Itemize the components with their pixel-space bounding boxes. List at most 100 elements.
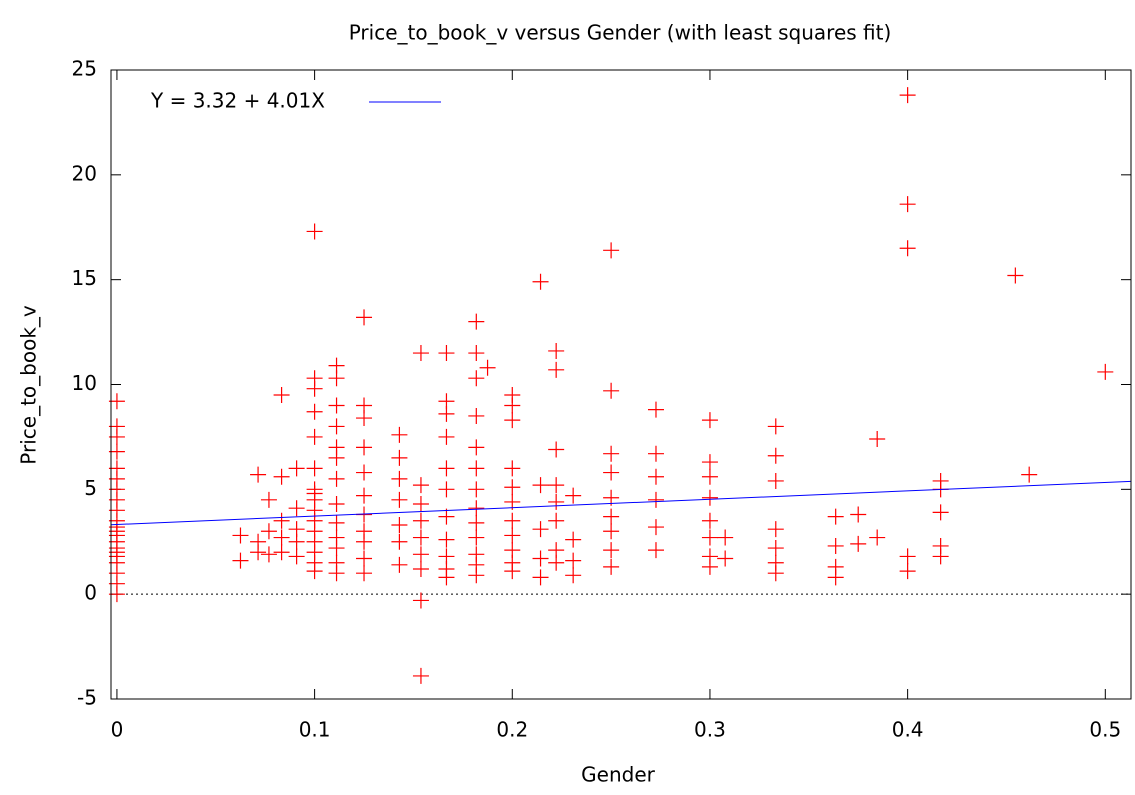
point — [273, 468, 290, 485]
point — [1021, 466, 1038, 483]
point — [603, 523, 620, 540]
point — [328, 514, 345, 531]
point — [869, 529, 886, 546]
point — [899, 240, 916, 257]
point — [603, 445, 620, 462]
point — [328, 540, 345, 557]
point — [565, 567, 582, 584]
point — [273, 386, 290, 403]
point — [899, 563, 916, 580]
plot-frame — [110, 69, 1132, 700]
point — [1097, 363, 1114, 380]
point — [328, 496, 345, 513]
point — [356, 533, 373, 550]
point — [767, 472, 784, 489]
point — [479, 359, 496, 376]
point — [899, 196, 916, 213]
point — [273, 512, 290, 529]
point — [438, 569, 455, 586]
point — [850, 506, 867, 523]
point — [532, 477, 549, 494]
point — [250, 544, 267, 561]
y-tick-label: 10 — [72, 371, 97, 395]
point — [767, 540, 784, 557]
point — [565, 531, 582, 548]
point — [647, 401, 664, 418]
point — [701, 529, 718, 546]
point — [827, 569, 844, 586]
point — [438, 531, 455, 548]
point — [356, 410, 373, 427]
x-tick-label: 0.4 — [892, 718, 924, 742]
point — [565, 487, 582, 504]
point — [412, 529, 429, 546]
y-tick-label: 0 — [84, 581, 97, 605]
point — [412, 345, 429, 362]
point — [273, 544, 290, 561]
point — [468, 514, 485, 531]
point — [412, 667, 429, 684]
point — [306, 428, 323, 445]
point — [717, 529, 734, 546]
x-tick-label: 0.1 — [299, 718, 331, 742]
point — [108, 428, 125, 445]
point — [850, 535, 867, 552]
point — [288, 533, 305, 550]
point — [532, 569, 549, 586]
y-tick-label: 20 — [72, 161, 97, 185]
point — [412, 546, 429, 563]
point — [532, 550, 549, 567]
point — [767, 447, 784, 464]
point — [288, 460, 305, 477]
point — [504, 412, 521, 429]
point — [306, 403, 323, 420]
point — [356, 309, 373, 326]
point — [603, 464, 620, 481]
point — [647, 491, 664, 508]
point — [328, 565, 345, 582]
point — [647, 445, 664, 462]
point — [260, 491, 277, 508]
x-tick-label: 0.5 — [1089, 718, 1121, 742]
point — [468, 407, 485, 424]
point — [468, 500, 485, 517]
point — [603, 542, 620, 559]
point — [548, 477, 565, 494]
y-tick-label: 25 — [72, 57, 97, 81]
point — [548, 554, 565, 571]
point — [603, 558, 620, 575]
point — [328, 397, 345, 414]
point — [328, 418, 345, 435]
point — [899, 87, 916, 104]
point — [827, 537, 844, 554]
point — [548, 441, 565, 458]
point — [548, 493, 565, 510]
y-axis-label: Price_to_book_v — [17, 305, 41, 465]
point — [391, 491, 408, 508]
point — [717, 550, 734, 567]
point — [412, 477, 429, 494]
point — [391, 426, 408, 443]
point — [356, 464, 373, 481]
point — [468, 529, 485, 546]
point — [412, 561, 429, 578]
x-tick-label: 0.3 — [694, 718, 726, 742]
point — [701, 454, 718, 471]
point — [288, 548, 305, 565]
point — [108, 393, 125, 410]
point — [468, 567, 485, 584]
point — [603, 242, 620, 259]
point — [306, 223, 323, 240]
point — [412, 592, 429, 609]
point — [273, 529, 290, 546]
point — [391, 449, 408, 466]
point — [468, 460, 485, 477]
point — [356, 439, 373, 456]
point — [306, 460, 323, 477]
point — [468, 345, 485, 362]
point — [767, 418, 784, 435]
point — [468, 370, 485, 387]
point — [438, 508, 455, 525]
point — [438, 481, 455, 498]
